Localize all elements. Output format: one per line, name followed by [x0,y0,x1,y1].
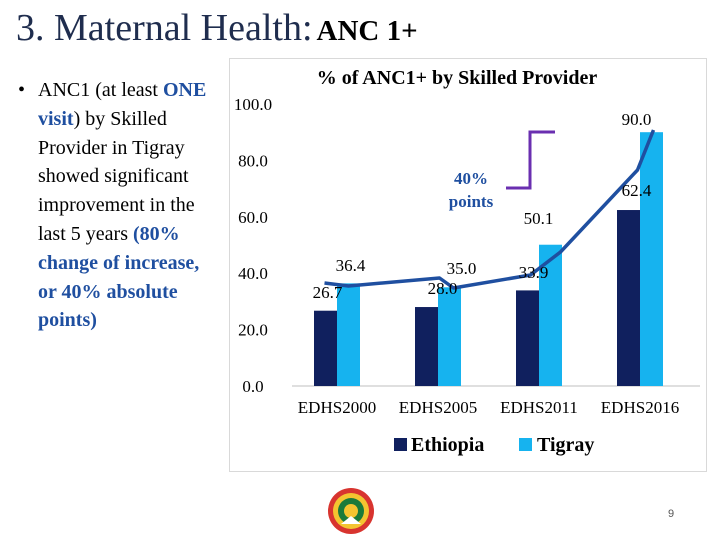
legend-label-tigray: Tigray [537,434,594,456]
x-tick-label: EDHS2011 [500,398,578,417]
trend-line [324,129,656,290]
annotation-line-1: 40% [454,169,488,188]
bullet-highlight-change: (80% change of increase, or 40% absolute… [38,222,200,332]
bar-ethiopia [415,307,438,386]
data-label-tigray: 35.0 [447,259,477,278]
bar-tigray [539,244,562,386]
legend-swatch-tigray [519,438,532,451]
page-number: 9 [668,508,675,520]
x-tick-label: EDHS2005 [399,398,477,417]
bullet-point: • ANC1 (at least ONE visit) by Skilled P… [18,76,218,335]
chart-title: % of ANC1+ by Skilled Provider [317,67,598,89]
data-label-tigray: 90.0 [622,110,652,129]
x-tick-label: EDHS2000 [298,398,376,417]
slide-title: 3. Maternal Health: ANC 1+ [16,6,418,50]
y-tick-label: 80.0 [238,151,268,170]
bar-tigray [438,287,461,386]
legend-label-ethiopia: Ethiopia [411,434,484,456]
ministry-logo [328,488,374,534]
bar-tigray [337,283,360,386]
y-tick-label: 60.0 [238,208,268,227]
bullet-text: ANC1 (at least ONE visit) by Skilled Pro… [18,76,218,335]
y-tick-label: 100.0 [234,95,272,114]
data-label-tigray: 50.1 [524,209,554,228]
bar-ethiopia [314,310,337,386]
bullet-highlight-one-visit: ONE visit [38,79,207,130]
data-label-ethiopia: 33.9 [519,263,549,282]
bar-ethiopia [617,210,640,386]
y-tick-label: 40.0 [238,264,268,283]
bar-ethiopia [516,290,539,386]
x-tick-label: EDHS2016 [601,398,679,417]
bullet-text-part-3: ) by Skilled Provider in Tigray showed s… [38,107,195,245]
data-label-ethiopia: 26.7 [313,283,343,302]
annotation-line-2: points [449,192,494,211]
slide-title-main: 3. Maternal Health: [16,7,313,49]
bullet-marker: • [18,79,26,101]
data-label-ethiopia: 62.4 [622,181,652,200]
slide-title-sub: ANC 1+ [316,15,418,47]
bar-tigray [640,132,663,386]
legend-swatch-ethiopia [394,438,407,451]
chart-frame [229,58,707,472]
y-tick-label: 0.0 [242,377,263,396]
bracket-connector [506,130,555,190]
bullet-text-part-1: ANC1 (at least [38,79,163,101]
data-label-tigray: 36.4 [336,256,366,275]
y-tick-label: 20.0 [238,321,268,340]
data-label-ethiopia: 28.0 [428,279,458,298]
